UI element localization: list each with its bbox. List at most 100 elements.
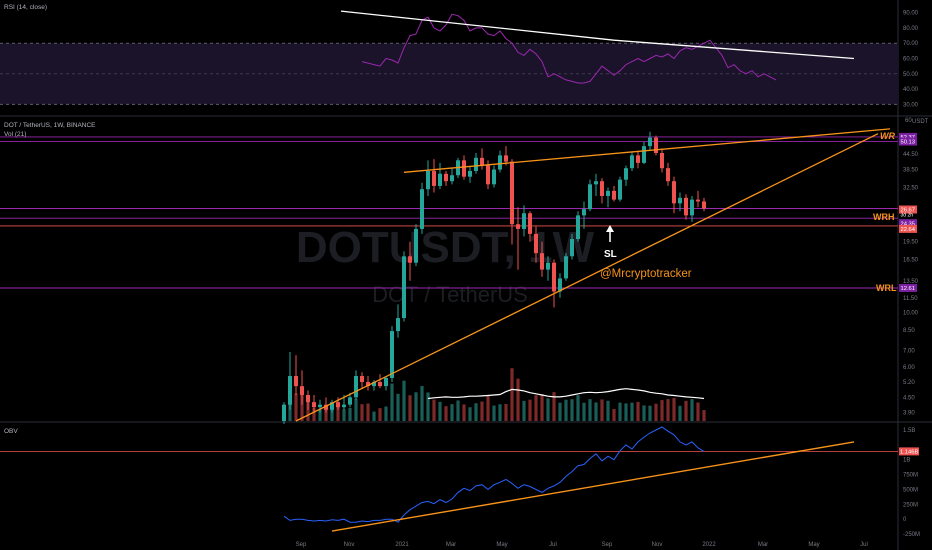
candle-body xyxy=(588,184,592,210)
candle-body xyxy=(480,157,484,166)
obv-line xyxy=(283,426,705,523)
candle-body xyxy=(600,181,604,197)
candle-body xyxy=(642,146,646,163)
volume-bar xyxy=(660,400,664,421)
volume-bar xyxy=(648,405,652,421)
volume-bar xyxy=(510,368,514,421)
rsi-tick-label: 40.00 xyxy=(903,87,919,93)
rsi-tick-label: 70.00 xyxy=(903,41,919,47)
obv-tick-label: -250M xyxy=(903,532,920,538)
candle-body xyxy=(684,197,688,216)
x-tick-label: Sep xyxy=(296,542,307,548)
badge-current-countdown: 3d 2h xyxy=(901,213,914,219)
volume-bar xyxy=(666,399,670,421)
watermark-symbol: DOTUSDT, 1W xyxy=(296,223,595,272)
candle-body xyxy=(534,233,538,254)
sl-arrow-icon xyxy=(606,225,614,232)
x-tick-label: Mar xyxy=(758,542,768,548)
x-tick-label: Jul xyxy=(860,542,868,548)
candle-body xyxy=(618,179,622,200)
candle-body xyxy=(360,376,364,382)
candle-body xyxy=(672,181,676,204)
currency-label: USDT xyxy=(912,119,929,125)
candle-body xyxy=(510,161,514,225)
badge-wr-bottom-text: 50.13 xyxy=(901,140,916,146)
candle-body xyxy=(348,397,352,405)
price-tick-label: 6.00 xyxy=(903,365,915,371)
volume-bar xyxy=(486,396,490,421)
badge-current-text: 26.67 xyxy=(901,208,916,214)
rsi-tick-label: 30.00 xyxy=(903,102,919,108)
volume-bar xyxy=(354,398,358,421)
volume-bar xyxy=(360,404,364,421)
candle-body xyxy=(528,213,532,234)
volume-bar xyxy=(450,404,454,421)
volume-bar xyxy=(468,407,472,421)
volume-bar xyxy=(342,409,346,421)
obv-tick-label: 0 xyxy=(903,517,907,523)
volume-bar xyxy=(606,400,610,421)
badge-current xyxy=(899,205,917,214)
volume-bar xyxy=(462,404,466,421)
volume-bar xyxy=(654,403,658,421)
candle-body xyxy=(450,175,454,182)
x-tick-label: May xyxy=(496,542,507,548)
volume-bar xyxy=(312,407,316,421)
volume-bar xyxy=(324,406,328,421)
volume-bar xyxy=(522,400,526,421)
main-title: DOT / TetherUS, 1W, BINANCE xyxy=(4,122,96,129)
obv-tick-label: 250M xyxy=(903,502,918,508)
rsi-line xyxy=(361,13,777,84)
volume-bar xyxy=(438,401,442,421)
x-tick-label: Nov xyxy=(652,542,663,548)
candle-body xyxy=(312,402,316,408)
candle-body xyxy=(690,199,694,216)
volume-bar xyxy=(540,394,544,421)
candle-body xyxy=(372,381,376,387)
volume-bar xyxy=(678,405,682,421)
price-tick-label: 32.50 xyxy=(903,186,919,192)
x-tick-label: 2021 xyxy=(395,542,409,548)
volume-bar xyxy=(378,408,382,421)
volume-bar xyxy=(642,405,646,421)
volume-bar xyxy=(570,399,574,421)
candlesticks xyxy=(282,131,706,424)
axis-labels: 90.00 80.00 70.00 60.00 50.00 40.00 30.00 44.50… xyxy=(296,11,920,548)
candle-body xyxy=(606,190,610,197)
x-tick-label: Mar xyxy=(446,542,456,548)
obv-tick-label: 750M xyxy=(903,473,918,479)
volume-ma-line xyxy=(427,388,705,400)
candle-body xyxy=(696,199,700,202)
candle-body xyxy=(648,137,652,147)
candle-body xyxy=(552,262,556,292)
candle-body xyxy=(636,155,640,163)
wr-label: WR xyxy=(880,131,895,141)
volume-bar xyxy=(636,401,640,421)
candle-body xyxy=(612,190,616,200)
obv-title: OBV xyxy=(4,428,18,435)
x-tick-label: Nov xyxy=(344,542,355,548)
candle-body xyxy=(486,165,490,185)
x-tick-label: Jul xyxy=(549,542,557,548)
volume-bar xyxy=(480,401,484,421)
wedge-upper-trendline xyxy=(403,128,891,173)
volume-bar xyxy=(384,406,388,421)
volume-bar xyxy=(444,406,448,421)
price-tick-label: 4.50 xyxy=(903,395,915,401)
volume-bar xyxy=(408,395,412,421)
candle-body xyxy=(324,404,328,410)
candle-body xyxy=(666,168,670,182)
candle-body xyxy=(576,215,580,240)
candle-body xyxy=(318,404,322,408)
candle-body xyxy=(414,228,418,263)
badge-obv xyxy=(899,447,919,456)
price-tick-label: 11.50 xyxy=(903,296,918,302)
wrl-label: WRL xyxy=(876,283,897,293)
candle-body xyxy=(438,173,442,186)
wrh-label: WRH xyxy=(873,212,895,222)
volume-bar xyxy=(318,408,322,421)
candle-body xyxy=(678,197,682,204)
candle-body xyxy=(570,239,574,257)
